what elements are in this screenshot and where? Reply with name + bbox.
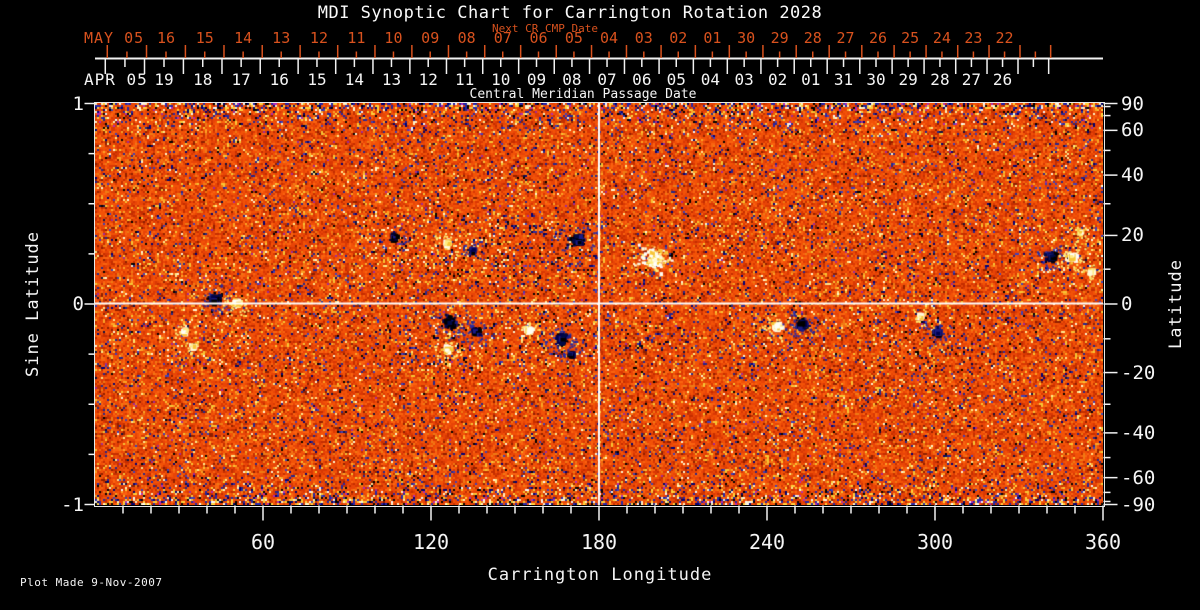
next-cr-day-label: 26 <box>868 29 888 47</box>
next-cr-day-label: 23 <box>964 29 983 47</box>
cmp-day-label: 13 <box>381 70 402 89</box>
next-cr-day-label: 02 <box>669 29 688 47</box>
x-axis-label: Carrington Longitude <box>487 565 713 585</box>
x-tick-label: 240 <box>748 530 786 554</box>
next-cr-day-label: 06 <box>529 29 548 47</box>
cmp-day-label: 27 <box>961 70 982 89</box>
cmp-day-label: 06 <box>632 70 652 89</box>
next-cr-month-label: MAY 05 <box>84 29 145 47</box>
x-tick-label: 360 <box>1084 530 1122 554</box>
x-tick-label: 300 <box>916 530 954 554</box>
cmp-day-label: 17 <box>231 70 251 89</box>
next-cr-day-label: 11 <box>347 29 366 47</box>
cmp-day-label: 10 <box>491 70 511 89</box>
left-axis-label: Sine Latitude <box>23 230 43 378</box>
left-tick-label: 1 <box>72 92 84 115</box>
next-cr-day-label: 16 <box>156 29 176 47</box>
chart-title: MDI Synoptic Chart for Carrington Rotati… <box>317 3 823 23</box>
cmp-day-label: 04 <box>700 70 721 89</box>
cmp-day-label: 12 <box>418 70 438 89</box>
x-tick-label: 60 <box>250 530 276 554</box>
cmp-day-label: 11 <box>454 70 475 89</box>
right-tick-label: 90 <box>1121 92 1144 115</box>
magnetogram-canvas <box>95 103 1103 505</box>
next-cr-day-label: 10 <box>384 29 403 47</box>
next-cr-day-label: 09 <box>421 29 440 47</box>
right-tick-label: 0 <box>1121 293 1133 315</box>
next-cr-day-label: 14 <box>234 29 253 47</box>
cmp-day-label: 18 <box>193 70 213 89</box>
cmp-day-label: 08 <box>562 70 582 89</box>
next-cr-day-label: 30 <box>737 29 756 47</box>
cmp-day-label: 09 <box>526 70 547 89</box>
next-cr-day-label: 08 <box>457 29 476 47</box>
right-tick-label: -60 <box>1121 466 1156 489</box>
right-tick-label: 60 <box>1121 119 1144 142</box>
cmp-day-label: 07 <box>597 70 617 89</box>
right-tick-label: 40 <box>1121 164 1144 187</box>
next-cr-day-label: 28 <box>803 29 822 47</box>
cmp-day-label: 31 <box>833 70 854 89</box>
cmp-day-label: 05 <box>666 70 686 89</box>
left-tick-label: 0 <box>72 293 84 315</box>
cmp-day-label: 30 <box>866 70 886 89</box>
next-cr-day-label: 05 <box>564 29 583 47</box>
next-cr-day-label: 29 <box>770 29 789 47</box>
next-cr-day-label: 15 <box>195 29 214 47</box>
cmp-day-label: 19 <box>154 70 174 89</box>
next-cr-cmp-date-label: Next CR CMP Date <box>492 22 598 35</box>
next-cr-day-label: 27 <box>836 29 855 47</box>
cmp-day-label: 28 <box>930 70 950 89</box>
cmp-day-label: 15 <box>307 70 327 89</box>
right-tick-label: -90 <box>1121 493 1156 516</box>
cmp-day-label: 14 <box>344 70 365 89</box>
right-tick-label: 20 <box>1121 224 1144 247</box>
x-tick-label: 180 <box>580 530 618 554</box>
cmp-axis-label: Central Meridian Passage Date <box>469 87 697 102</box>
next-cr-day-label: 07 <box>493 29 512 47</box>
next-cr-day-label: 12 <box>309 29 328 47</box>
cmp-day-label: 02 <box>767 70 788 89</box>
next-cr-day-label: 03 <box>634 29 653 47</box>
plot-made-label: Plot Made 9-Nov-2007 <box>20 576 163 589</box>
right-tick-label: -40 <box>1121 421 1156 444</box>
next-cr-day-label: 04 <box>600 29 619 47</box>
cmp-month-label: APR 05 <box>84 70 148 89</box>
cmp-day-label: 03 <box>734 70 754 89</box>
next-cr-day-label: 24 <box>932 29 951 47</box>
cmp-day-label: 16 <box>269 70 289 89</box>
next-cr-day-label: 01 <box>703 29 722 47</box>
cmp-day-label: 01 <box>801 70 821 89</box>
next-cr-day-label: 25 <box>901 29 920 47</box>
next-cr-day-label: 13 <box>272 29 291 47</box>
x-tick-label: 120 <box>412 530 450 554</box>
right-tick-label: -20 <box>1121 361 1156 384</box>
left-tick-label: -1 <box>61 493 84 516</box>
cmp-day-label: 26 <box>992 70 1013 89</box>
cmp-day-label: 29 <box>898 70 918 89</box>
right-axis-label: Latitude <box>1166 259 1186 349</box>
next-cr-day-label: 22 <box>995 29 1014 47</box>
